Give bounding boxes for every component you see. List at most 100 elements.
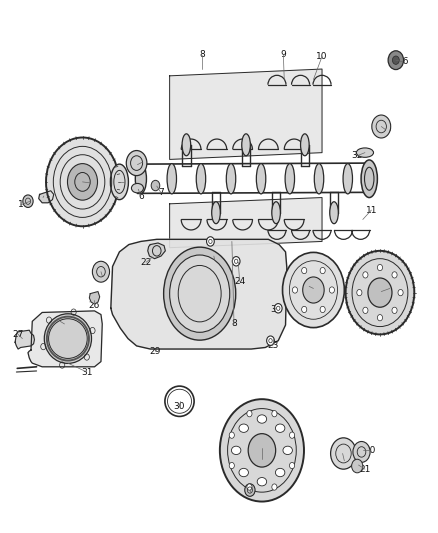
Ellipse shape <box>167 164 177 194</box>
Ellipse shape <box>276 424 285 432</box>
Circle shape <box>378 264 382 271</box>
Circle shape <box>388 51 403 70</box>
Text: 29: 29 <box>149 346 160 356</box>
Text: 3: 3 <box>87 179 93 188</box>
Circle shape <box>274 304 282 313</box>
Circle shape <box>232 256 240 266</box>
Circle shape <box>92 261 110 282</box>
Circle shape <box>320 268 325 273</box>
Text: 23: 23 <box>267 342 278 350</box>
Text: 4: 4 <box>121 177 127 187</box>
Ellipse shape <box>212 201 220 224</box>
Text: 19: 19 <box>339 456 350 465</box>
Ellipse shape <box>283 446 293 455</box>
Ellipse shape <box>361 160 378 198</box>
Text: 20: 20 <box>364 446 376 455</box>
Circle shape <box>363 272 368 278</box>
Polygon shape <box>15 330 35 349</box>
Text: 26: 26 <box>88 301 99 310</box>
Text: 28: 28 <box>54 317 66 326</box>
Text: 35: 35 <box>380 125 391 134</box>
Circle shape <box>293 287 297 293</box>
Ellipse shape <box>131 183 144 193</box>
Text: 34: 34 <box>244 488 256 497</box>
Circle shape <box>229 432 234 438</box>
Circle shape <box>329 287 335 293</box>
Circle shape <box>229 463 234 469</box>
Circle shape <box>368 278 392 307</box>
Ellipse shape <box>257 478 267 486</box>
Polygon shape <box>170 69 322 159</box>
Ellipse shape <box>330 201 338 224</box>
Circle shape <box>302 306 307 312</box>
Text: 10: 10 <box>316 52 328 61</box>
Circle shape <box>353 441 370 463</box>
Ellipse shape <box>242 134 251 156</box>
Ellipse shape <box>196 164 206 194</box>
Circle shape <box>247 484 252 490</box>
Circle shape <box>363 307 368 313</box>
Circle shape <box>302 268 307 273</box>
Polygon shape <box>111 239 287 349</box>
Text: 23: 23 <box>209 256 220 265</box>
Text: 5: 5 <box>140 158 145 166</box>
Text: 2: 2 <box>40 193 46 202</box>
Text: 7: 7 <box>158 188 164 197</box>
Circle shape <box>272 410 277 417</box>
Polygon shape <box>39 191 54 203</box>
Circle shape <box>392 56 399 64</box>
Circle shape <box>392 272 397 278</box>
Polygon shape <box>89 292 100 304</box>
Circle shape <box>220 399 304 502</box>
Circle shape <box>357 289 362 296</box>
Circle shape <box>346 251 414 334</box>
Ellipse shape <box>285 164 294 194</box>
Text: 22: 22 <box>141 258 152 267</box>
Text: 17: 17 <box>256 454 268 463</box>
Text: 11: 11 <box>366 206 377 215</box>
Circle shape <box>151 180 160 191</box>
Ellipse shape <box>257 415 267 423</box>
Ellipse shape <box>182 134 191 156</box>
Text: 31: 31 <box>81 368 92 376</box>
Text: 27: 27 <box>12 330 24 339</box>
Circle shape <box>372 115 391 138</box>
Text: 1: 1 <box>18 200 24 209</box>
Ellipse shape <box>231 446 241 455</box>
Ellipse shape <box>343 164 353 194</box>
Ellipse shape <box>110 164 128 200</box>
Polygon shape <box>170 198 322 248</box>
Text: 24: 24 <box>234 277 245 286</box>
Text: 32: 32 <box>352 151 363 160</box>
Ellipse shape <box>239 424 248 432</box>
Ellipse shape <box>256 164 266 194</box>
Text: 21: 21 <box>359 465 371 474</box>
Ellipse shape <box>170 255 230 332</box>
Text: 6: 6 <box>138 192 144 201</box>
Ellipse shape <box>239 469 248 477</box>
Ellipse shape <box>135 164 146 193</box>
Circle shape <box>283 253 344 328</box>
Circle shape <box>248 434 276 467</box>
Text: 18: 18 <box>304 282 315 291</box>
Circle shape <box>126 150 147 175</box>
Circle shape <box>207 237 214 246</box>
Ellipse shape <box>44 314 92 364</box>
Circle shape <box>290 432 295 438</box>
Circle shape <box>378 314 382 321</box>
Circle shape <box>23 195 33 207</box>
Ellipse shape <box>226 164 236 194</box>
Ellipse shape <box>164 247 236 340</box>
Ellipse shape <box>300 134 309 156</box>
Circle shape <box>331 438 357 469</box>
Circle shape <box>392 307 397 313</box>
Ellipse shape <box>357 148 374 157</box>
Text: 33: 33 <box>270 305 281 314</box>
Ellipse shape <box>314 164 324 194</box>
Circle shape <box>398 289 403 296</box>
Circle shape <box>267 336 274 345</box>
Text: 25: 25 <box>96 271 108 280</box>
Circle shape <box>352 459 363 473</box>
Circle shape <box>245 484 255 496</box>
Polygon shape <box>148 243 166 259</box>
